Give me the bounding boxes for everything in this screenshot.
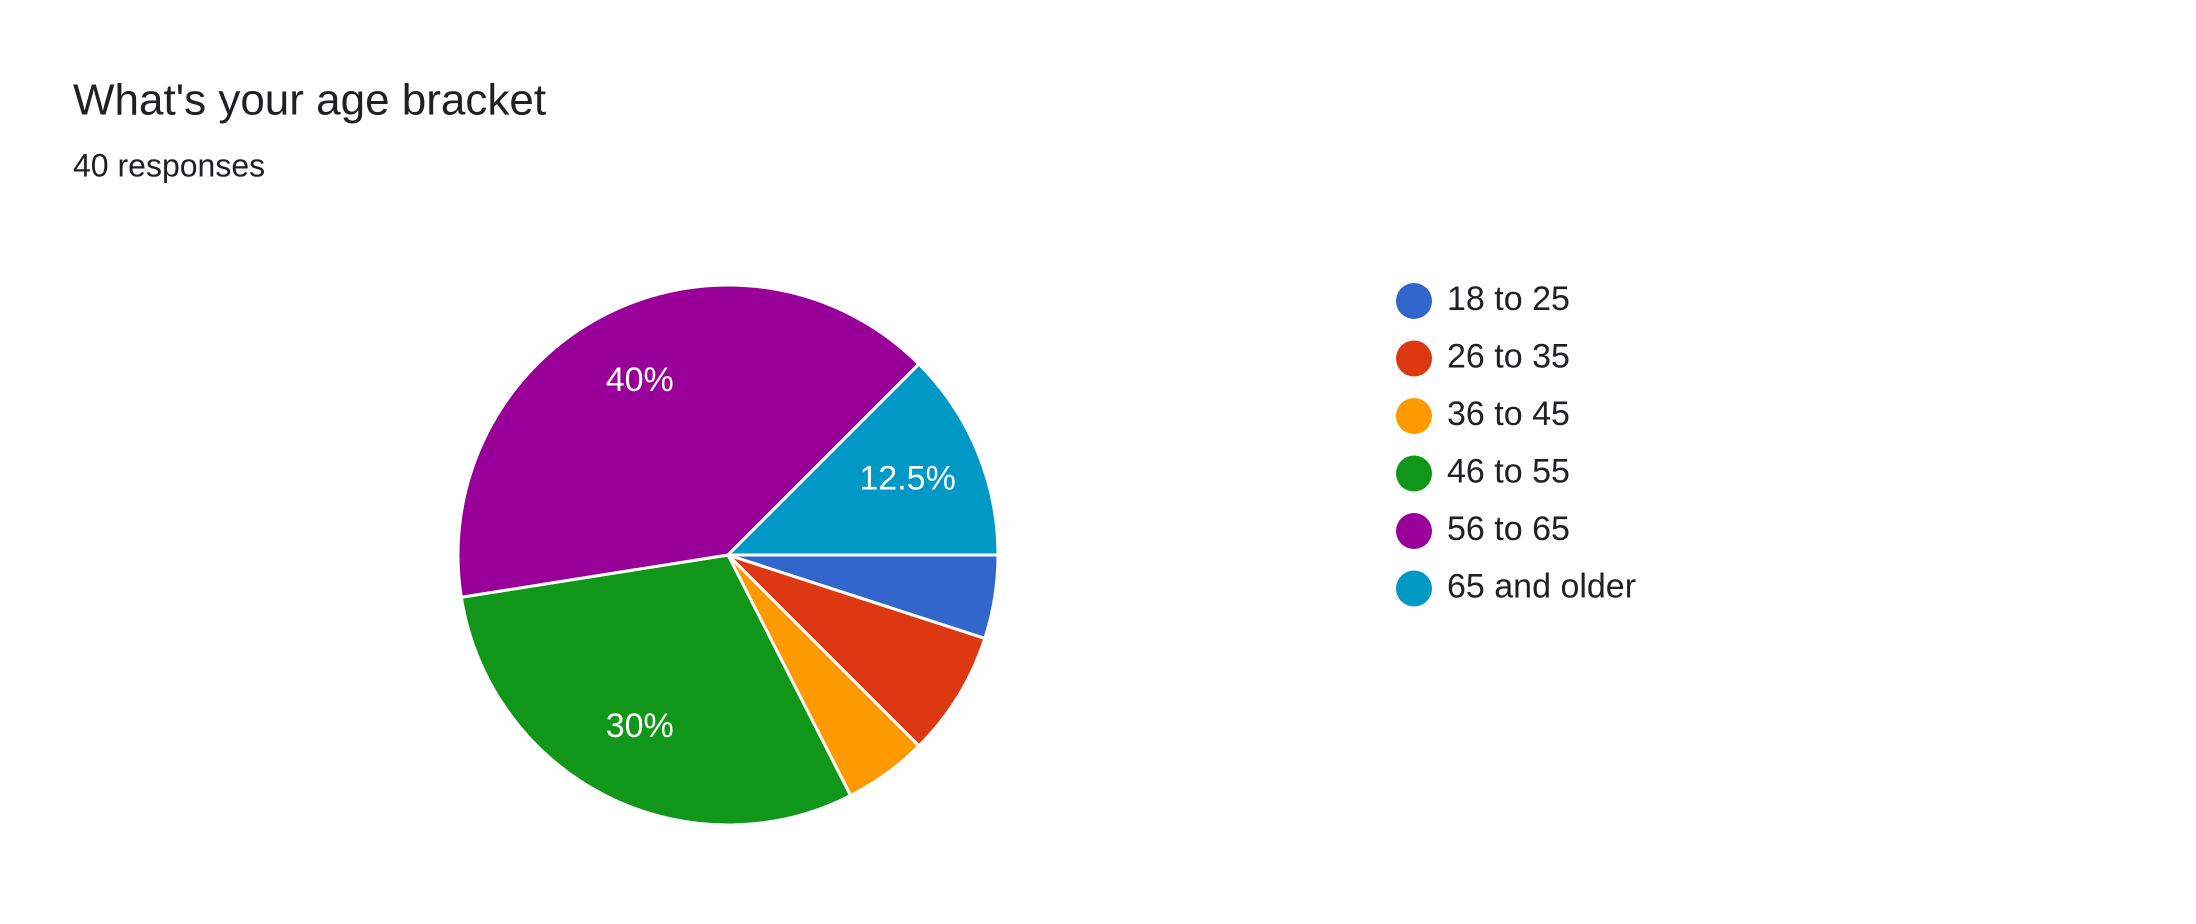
data-label: 40% xyxy=(606,361,674,399)
chart-subtitle: 40 responses xyxy=(73,147,265,183)
legend-label: 26 to 35 xyxy=(1447,337,1570,375)
legend-label: 36 to 45 xyxy=(1447,395,1570,433)
legend-marker xyxy=(1396,513,1432,549)
chart-title: What's your age bracket xyxy=(73,76,546,125)
legend-marker xyxy=(1396,283,1432,319)
legend-label: 18 to 25 xyxy=(1447,280,1570,318)
pie-slice xyxy=(459,553,853,827)
legend-marker xyxy=(1396,398,1432,434)
pie-slice xyxy=(456,283,922,599)
legend-marker xyxy=(1396,340,1432,377)
legend-label: 65 and older xyxy=(1447,567,1636,605)
legend-label: 46 to 55 xyxy=(1447,452,1570,490)
legend-marker xyxy=(1396,455,1432,492)
legend-label: 56 to 65 xyxy=(1447,510,1570,548)
pie-slice xyxy=(724,361,1000,557)
data-label: 12.5% xyxy=(859,460,955,498)
data-label: 30% xyxy=(606,707,674,745)
legend-marker xyxy=(1396,570,1432,607)
pie-slice xyxy=(726,553,987,749)
